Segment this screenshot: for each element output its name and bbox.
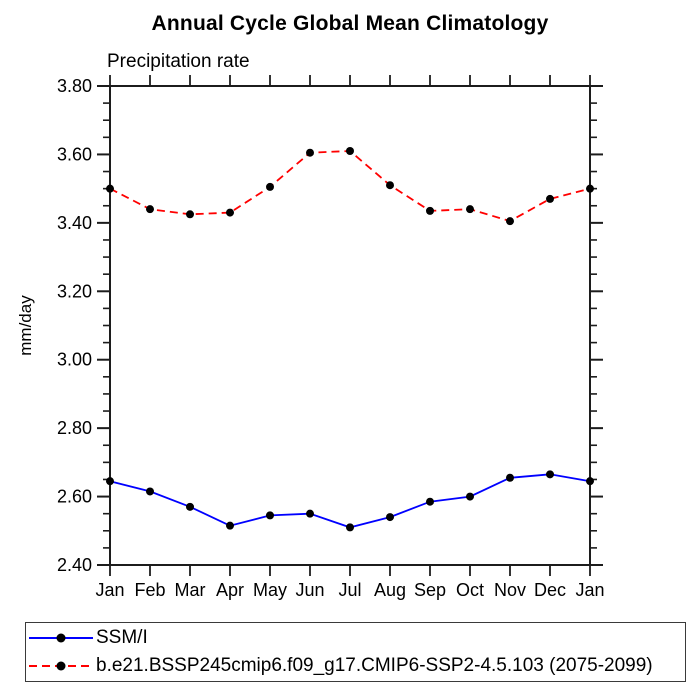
- svg-text:3.40: 3.40: [57, 213, 92, 233]
- svg-text:3.00: 3.00: [57, 350, 92, 370]
- svg-text:Oct: Oct: [456, 580, 484, 600]
- svg-text:Mar: Mar: [175, 580, 206, 600]
- legend: SSM/I b.e21.BSSP245cmip6.f09_g17.CMIP6-S…: [25, 622, 686, 682]
- svg-text:2.60: 2.60: [57, 487, 92, 507]
- svg-text:Dec: Dec: [534, 580, 566, 600]
- svg-text:Jan: Jan: [95, 580, 124, 600]
- svg-text:Feb: Feb: [134, 580, 165, 600]
- chart-title: Annual Cycle Global Mean Climatology: [151, 12, 549, 35]
- svg-text:2.80: 2.80: [57, 418, 92, 438]
- svg-text:3.60: 3.60: [57, 144, 92, 164]
- svg-text:Jul: Jul: [338, 580, 361, 600]
- svg-text:Aug: Aug: [374, 580, 406, 600]
- svg-text:3.20: 3.20: [57, 281, 92, 301]
- plot-area: 2.40 2.60 2.80 3.00 3.20 3.40 3.60 3.80 Jan Feb Ma…: [16, 75, 605, 600]
- svg-text:Sep: Sep: [414, 580, 446, 600]
- svg-text:Nov: Nov: [494, 580, 526, 600]
- svg-text:May: May: [253, 580, 287, 600]
- svg-text:Jun: Jun: [295, 580, 324, 600]
- svg-text:Apr: Apr: [216, 580, 244, 600]
- legend-sample-solid-line-icon: [29, 633, 93, 643]
- svg-text:mm/day: mm/day: [16, 295, 35, 356]
- svg-text:3.80: 3.80: [57, 76, 92, 96]
- svg-text:2.40: 2.40: [57, 555, 92, 575]
- legend-label-model: b.e21.BSSP245cmip6.f09_g17.CMIP6-SSP2-4.…: [96, 655, 653, 676]
- chart-subtitle: Precipitation rate: [107, 51, 250, 72]
- legend-label-ssmi: SSM/I: [96, 627, 148, 648]
- legend-sample-dashed-line-icon: [29, 661, 93, 671]
- svg-text:Jan: Jan: [575, 580, 604, 600]
- legend-row-model: b.e21.BSSP245cmip6.f09_g17.CMIP6-SSP2-4.…: [26, 653, 685, 679]
- legend-row-ssmi: SSM/I: [26, 625, 685, 651]
